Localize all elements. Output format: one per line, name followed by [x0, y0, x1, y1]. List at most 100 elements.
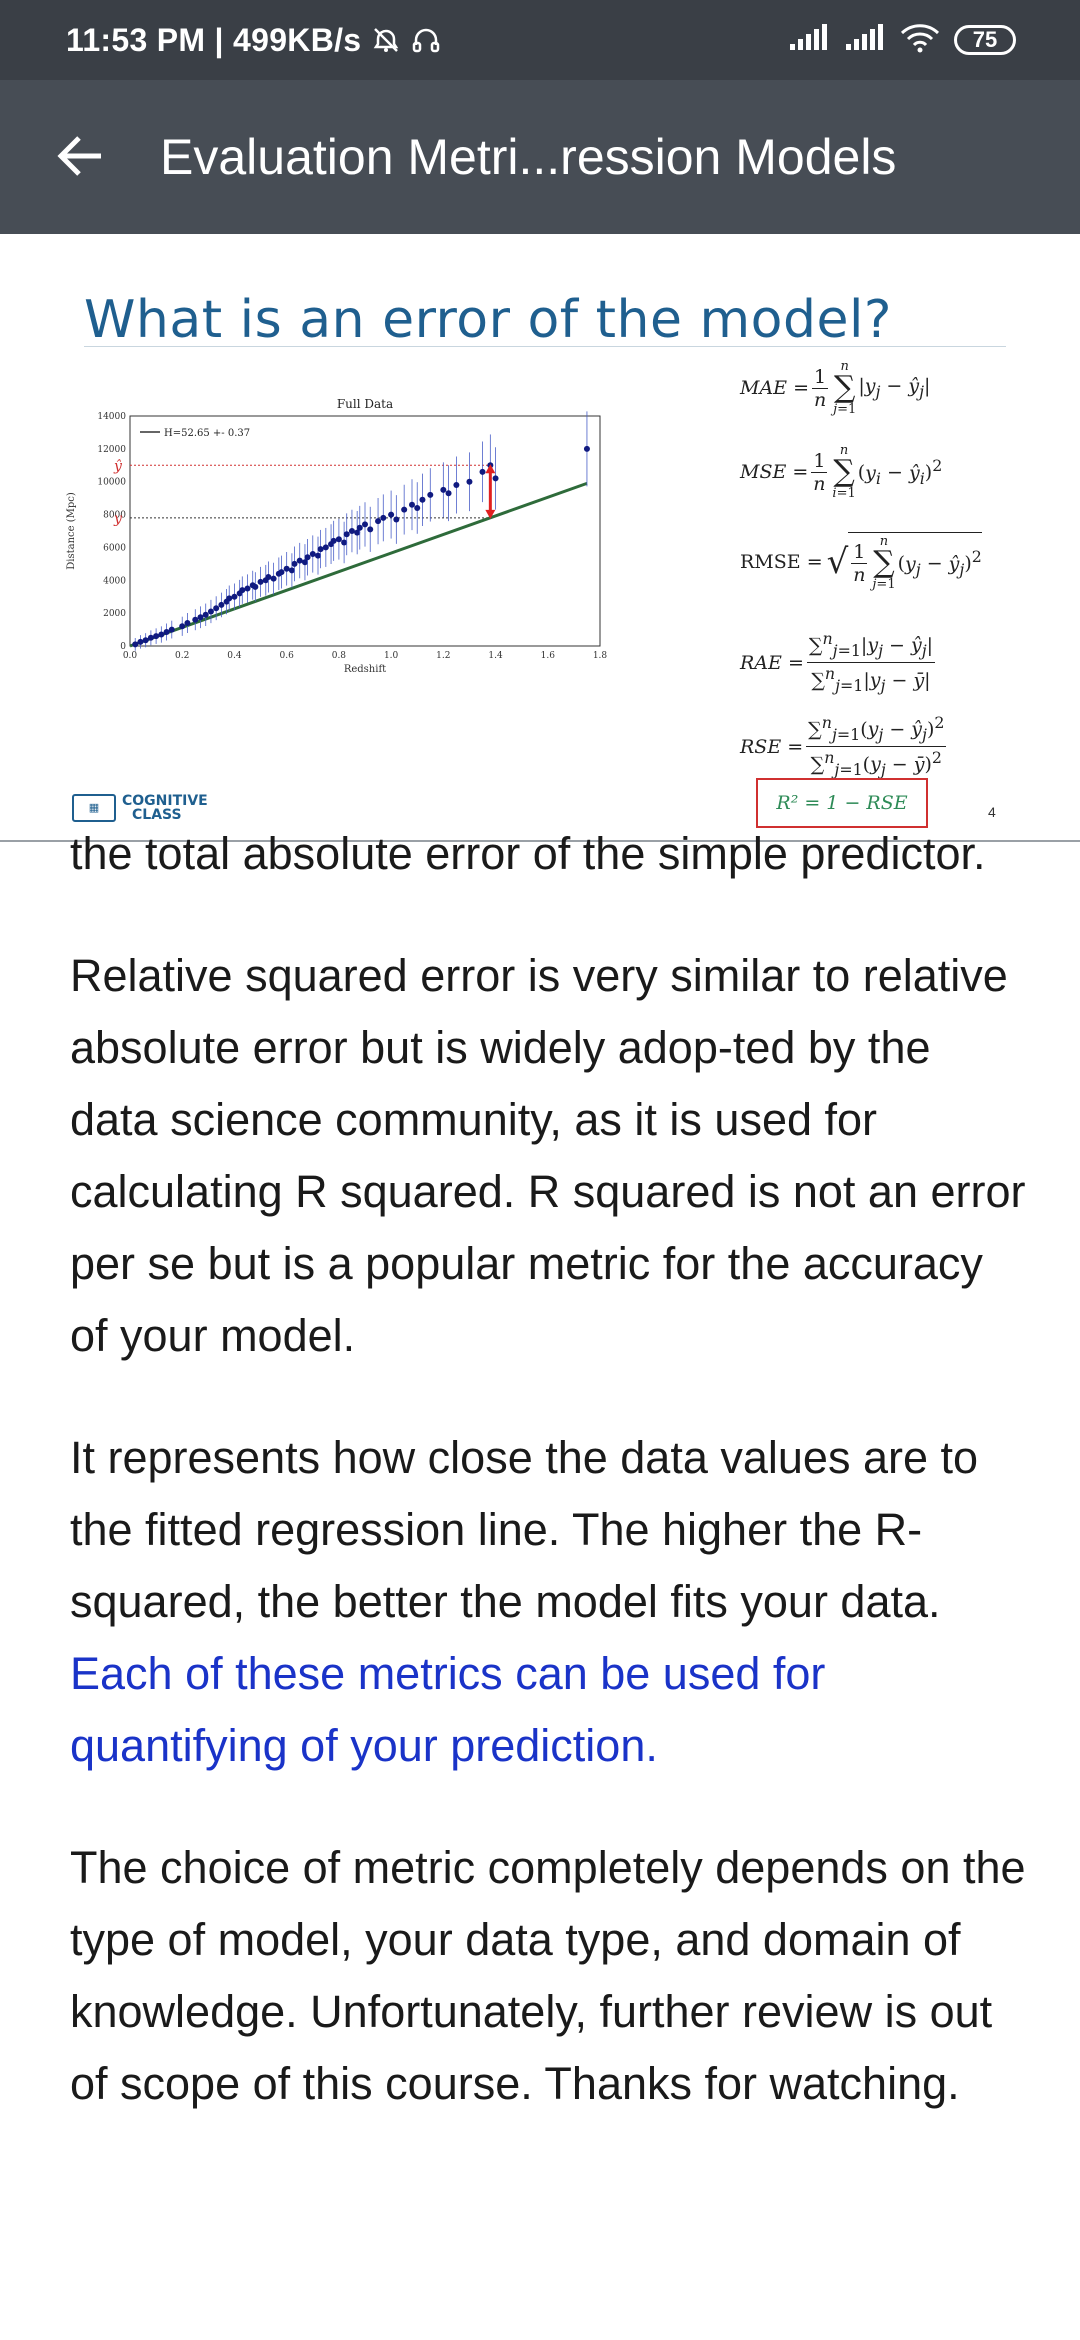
x-tick-label: 1.0 — [384, 651, 399, 661]
cognitive-class-logo: ▦ COGNITIVE CLASS — [72, 794, 208, 822]
x-tick-label: 0.6 — [280, 651, 295, 661]
data-point — [375, 518, 382, 525]
data-point — [301, 559, 308, 566]
data-point — [179, 623, 186, 630]
data-point — [317, 546, 324, 553]
data-point — [492, 475, 499, 482]
wifi-icon — [900, 23, 940, 58]
data-point — [147, 634, 154, 641]
y-marker: y — [113, 511, 123, 527]
status-time-speed: 11:53 PM | 499KB/s — [66, 21, 362, 58]
article-paragraph: It represents how close the data values … — [70, 1422, 1030, 1782]
rae-label: RAE — [740, 651, 782, 674]
x-tick-label: 1.6 — [541, 651, 556, 661]
status-right: 75 — [788, 0, 1016, 80]
data-point — [354, 529, 361, 536]
x-tick-label: 0.4 — [227, 651, 242, 661]
x-axis-label: Redshift — [344, 664, 386, 675]
slide-divider — [0, 840, 1080, 842]
slide-title: What is an error of the model? — [84, 290, 893, 350]
y-tick-label: 4000 — [103, 576, 126, 586]
data-point — [207, 608, 214, 615]
article-body: the total absolute error of the simple p… — [70, 828, 1030, 2120]
data-point — [231, 593, 238, 600]
data-point — [244, 585, 251, 592]
battery-indicator: 75 — [954, 25, 1016, 55]
data-point — [362, 521, 368, 528]
slide-page-number: 4 — [988, 804, 996, 820]
data-point — [288, 567, 295, 574]
data-point — [137, 638, 144, 645]
headphones-icon — [411, 25, 441, 55]
data-point — [343, 531, 350, 538]
data-point — [270, 575, 277, 582]
y-tick-label: 12000 — [97, 445, 126, 455]
slide-title-rule — [84, 346, 1006, 347]
lecture-slide-image: What is an error of the model? Full Data… — [0, 234, 1080, 840]
data-point — [278, 569, 285, 576]
x-tick-label: 1.2 — [436, 651, 450, 661]
y-tick-label: 0 — [120, 642, 126, 652]
data-point — [335, 536, 342, 543]
highlighted-text: Each of these metrics can be used for qu… — [70, 1648, 826, 1771]
data-point — [419, 496, 426, 503]
r-squared-text: R² = 1 − RSE — [776, 792, 908, 814]
y-axis-label: Distance (Mpc) — [66, 492, 77, 570]
data-point — [341, 539, 348, 546]
chart-title: Full Data — [337, 397, 393, 411]
y-tick-label: 10000 — [97, 478, 126, 488]
data-point — [466, 478, 473, 485]
rmse-label: RMSE — [740, 550, 801, 573]
data-point — [414, 505, 421, 511]
data-point — [409, 501, 415, 508]
data-point — [315, 552, 321, 559]
x-tick-label: 0.8 — [332, 651, 347, 661]
data-point — [202, 611, 209, 618]
data-point — [309, 551, 316, 557]
data-point — [427, 491, 434, 498]
y-tick-label: 8000 — [103, 511, 126, 521]
data-point — [388, 511, 395, 518]
data-point — [158, 631, 165, 638]
scatter-chart: Full Data 0.0 0.2 0.4 0.6 0.8 1.0 1.2 1.4 1.6 1.8 0… — [66, 397, 607, 675]
article-paragraph: Relative squared error is very similar t… — [70, 950, 1026, 1361]
yhat-marker: ŷ — [113, 457, 123, 474]
data-point — [252, 583, 259, 590]
status-left: 11:53 PM | 499KB/s — [66, 0, 441, 80]
data-point — [479, 468, 486, 475]
r-squared-formula: R² = 1 − RSE — [756, 778, 928, 828]
data-point — [380, 514, 387, 521]
data-point — [356, 524, 363, 531]
alarm-off-icon — [371, 25, 401, 55]
paragraph-text: It represents how close the data values … — [70, 1432, 979, 1627]
x-tick-label: 0.0 — [123, 651, 138, 661]
data-point — [445, 490, 452, 497]
rse-label: RSE — [740, 735, 782, 758]
data-point — [218, 601, 225, 608]
data-point — [401, 506, 408, 513]
data-point — [163, 629, 170, 636]
error-arrow-head-top — [485, 464, 496, 474]
logo-text-line2: CLASS — [132, 807, 182, 823]
data-point — [257, 578, 264, 585]
plot-frame — [129, 415, 601, 647]
rae-formula: RAE = ∑nj=1|yj − ŷj| ∑nj=1|yj − ȳ| — [740, 629, 936, 696]
fit-line — [129, 481, 588, 648]
back-button[interactable] — [48, 124, 112, 188]
data-point — [197, 614, 204, 621]
data-point — [142, 637, 149, 644]
data-point — [153, 633, 160, 640]
data-point — [440, 486, 447, 493]
article-paragraph: the total absolute error of the simple p… — [70, 828, 986, 879]
article-paragraph: The choice of metric completely depends … — [70, 1842, 1026, 2109]
mse-label: MSE — [740, 461, 787, 483]
data-point — [291, 560, 298, 567]
data-point — [330, 537, 337, 544]
legend-label: H=52.65 +- 0.37 — [164, 428, 250, 439]
y-tick-label: 2000 — [103, 609, 126, 619]
mae-label: MAE — [740, 377, 788, 399]
x-tick-label: 1.4 — [488, 651, 503, 661]
